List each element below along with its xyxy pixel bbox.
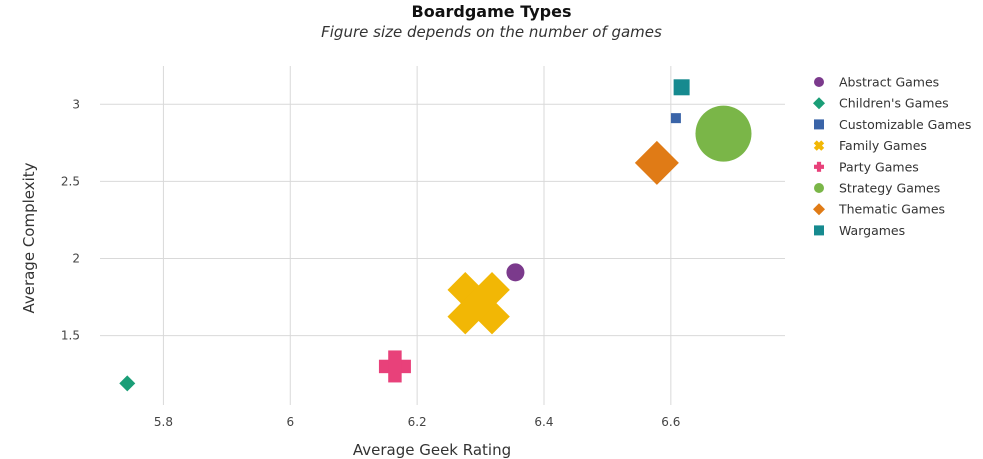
legend-marker [814,225,824,236]
legend-item-strategy-games: Strategy Games [814,181,940,196]
data-point-party-games [378,350,411,383]
legend-label: Children's Games [839,96,949,111]
y-axis-title: Average Complexity [20,162,38,313]
y-tick-label: 2.5 [61,174,80,188]
legend-item-party-games: Party Games [814,159,919,174]
chart-title: Boardgame Types [411,2,572,21]
legend-marker [813,203,825,216]
data-points [119,79,752,392]
y-tick-label: 1.5 [61,329,80,343]
legend-label: Family Games [839,138,927,153]
x-axis-title: Average Geek Rating [353,441,511,459]
x-axis-ticks: 5.8 6 6.2 6.4 6.6 [154,415,681,429]
x-tick-label: 6.6 [661,415,680,429]
legend-marker [814,183,824,193]
x-tick-label: 6.4 [534,415,553,429]
x-tick-label: 6.2 [408,415,427,429]
legend-marker [813,140,825,151]
legend-label: Customizable Games [839,117,971,132]
x-tick-label: 6 [286,415,294,429]
data-point-children-s-games [119,375,136,392]
legend-item-family-games: Family Games [813,138,927,153]
legend-label: Thematic Games [838,202,945,217]
legend-item-wargames: Wargames [814,223,905,238]
data-point-family-games [447,272,510,335]
y-tick-label: 3 [72,97,80,111]
data-point-thematic-games [634,140,679,185]
legend-label: Wargames [839,223,905,238]
legend-marker [814,119,824,130]
legend-label: Strategy Games [839,181,940,196]
legend-marker [814,161,824,172]
y-axis-ticks: 1.5 2 2.5 3 [61,97,80,342]
x-tick-label: 5.8 [154,415,173,429]
legend-marker [813,97,825,110]
gridlines [100,66,785,405]
legend-marker [814,77,824,87]
data-point-abstract-games [506,263,525,282]
legend: Abstract Games Children's Games Customizab… [813,75,971,238]
data-point-wargames [673,79,690,96]
data-point-strategy-games [695,105,752,162]
legend-label: Party Games [839,159,919,174]
legend-item-thematic-games: Thematic Games [813,202,945,217]
legend-item-customizable-games: Customizable Games [814,117,971,132]
legend-item-children-s-games: Children's Games [813,96,949,111]
chart-subtitle: Figure size depends on the number of gam… [321,23,662,41]
legend-item-abstract-games: Abstract Games [814,75,939,90]
y-tick-label: 2 [72,251,80,265]
legend-label: Abstract Games [839,75,939,90]
data-point-customizable-games [670,113,681,124]
